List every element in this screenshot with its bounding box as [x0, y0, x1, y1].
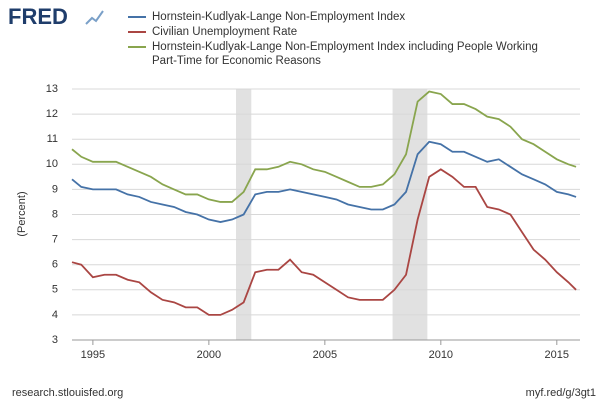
legend-label: Hornstein-Kudlyak-Lange Non-Employment I…	[152, 41, 538, 67]
y-tick-label: 9	[52, 183, 58, 195]
legend-label: Hornstein-Kudlyak-Lange Non-Employment I…	[152, 11, 406, 23]
legend-item: Hornstein-Kudlyak-Lange Non-Employment I…	[128, 40, 558, 68]
legend: Hornstein-Kudlyak-Lange Non-Employment I…	[128, 10, 558, 69]
footer-left: research.stlouisfed.org	[12, 387, 123, 399]
series-line	[71, 90, 577, 203]
y-tick-label: 4	[52, 309, 58, 321]
legend-label: Civilian Unemployment Rate	[152, 26, 298, 38]
x-tick-label: 2015	[545, 349, 569, 361]
legend-item: Hornstein-Kudlyak-Lange Non-Employment I…	[128, 10, 558, 24]
y-tick-label: 12	[46, 108, 58, 120]
y-tick-label: 5	[52, 284, 58, 296]
x-tick-label: 1995	[81, 349, 105, 361]
x-tick-label: 2005	[313, 349, 337, 361]
x-tick-label: 2000	[197, 349, 221, 361]
legend-swatch	[128, 16, 146, 18]
y-tick-label: 10	[46, 158, 58, 170]
legend-item: Civilian Unemployment Rate	[128, 25, 558, 39]
series-line	[71, 140, 577, 223]
y-tick-label: 13	[46, 83, 58, 95]
x-tick-label: 2010	[429, 349, 453, 361]
logo: FRED	[8, 4, 68, 29]
legend-swatch	[128, 46, 146, 48]
legend-swatch	[128, 31, 146, 33]
logo-icon	[85, 10, 104, 25]
series-line	[71, 168, 577, 316]
y-tick-label: 7	[52, 234, 58, 246]
y-tick-label: 11	[47, 133, 58, 145]
y-tick-label: 6	[52, 259, 58, 271]
footer-right: myf.red/g/3gt1	[526, 387, 596, 399]
y-tick-label: 8	[52, 208, 58, 220]
y-axis-label: (Percent)	[16, 191, 28, 236]
y-tick-label: 3	[52, 334, 58, 346]
